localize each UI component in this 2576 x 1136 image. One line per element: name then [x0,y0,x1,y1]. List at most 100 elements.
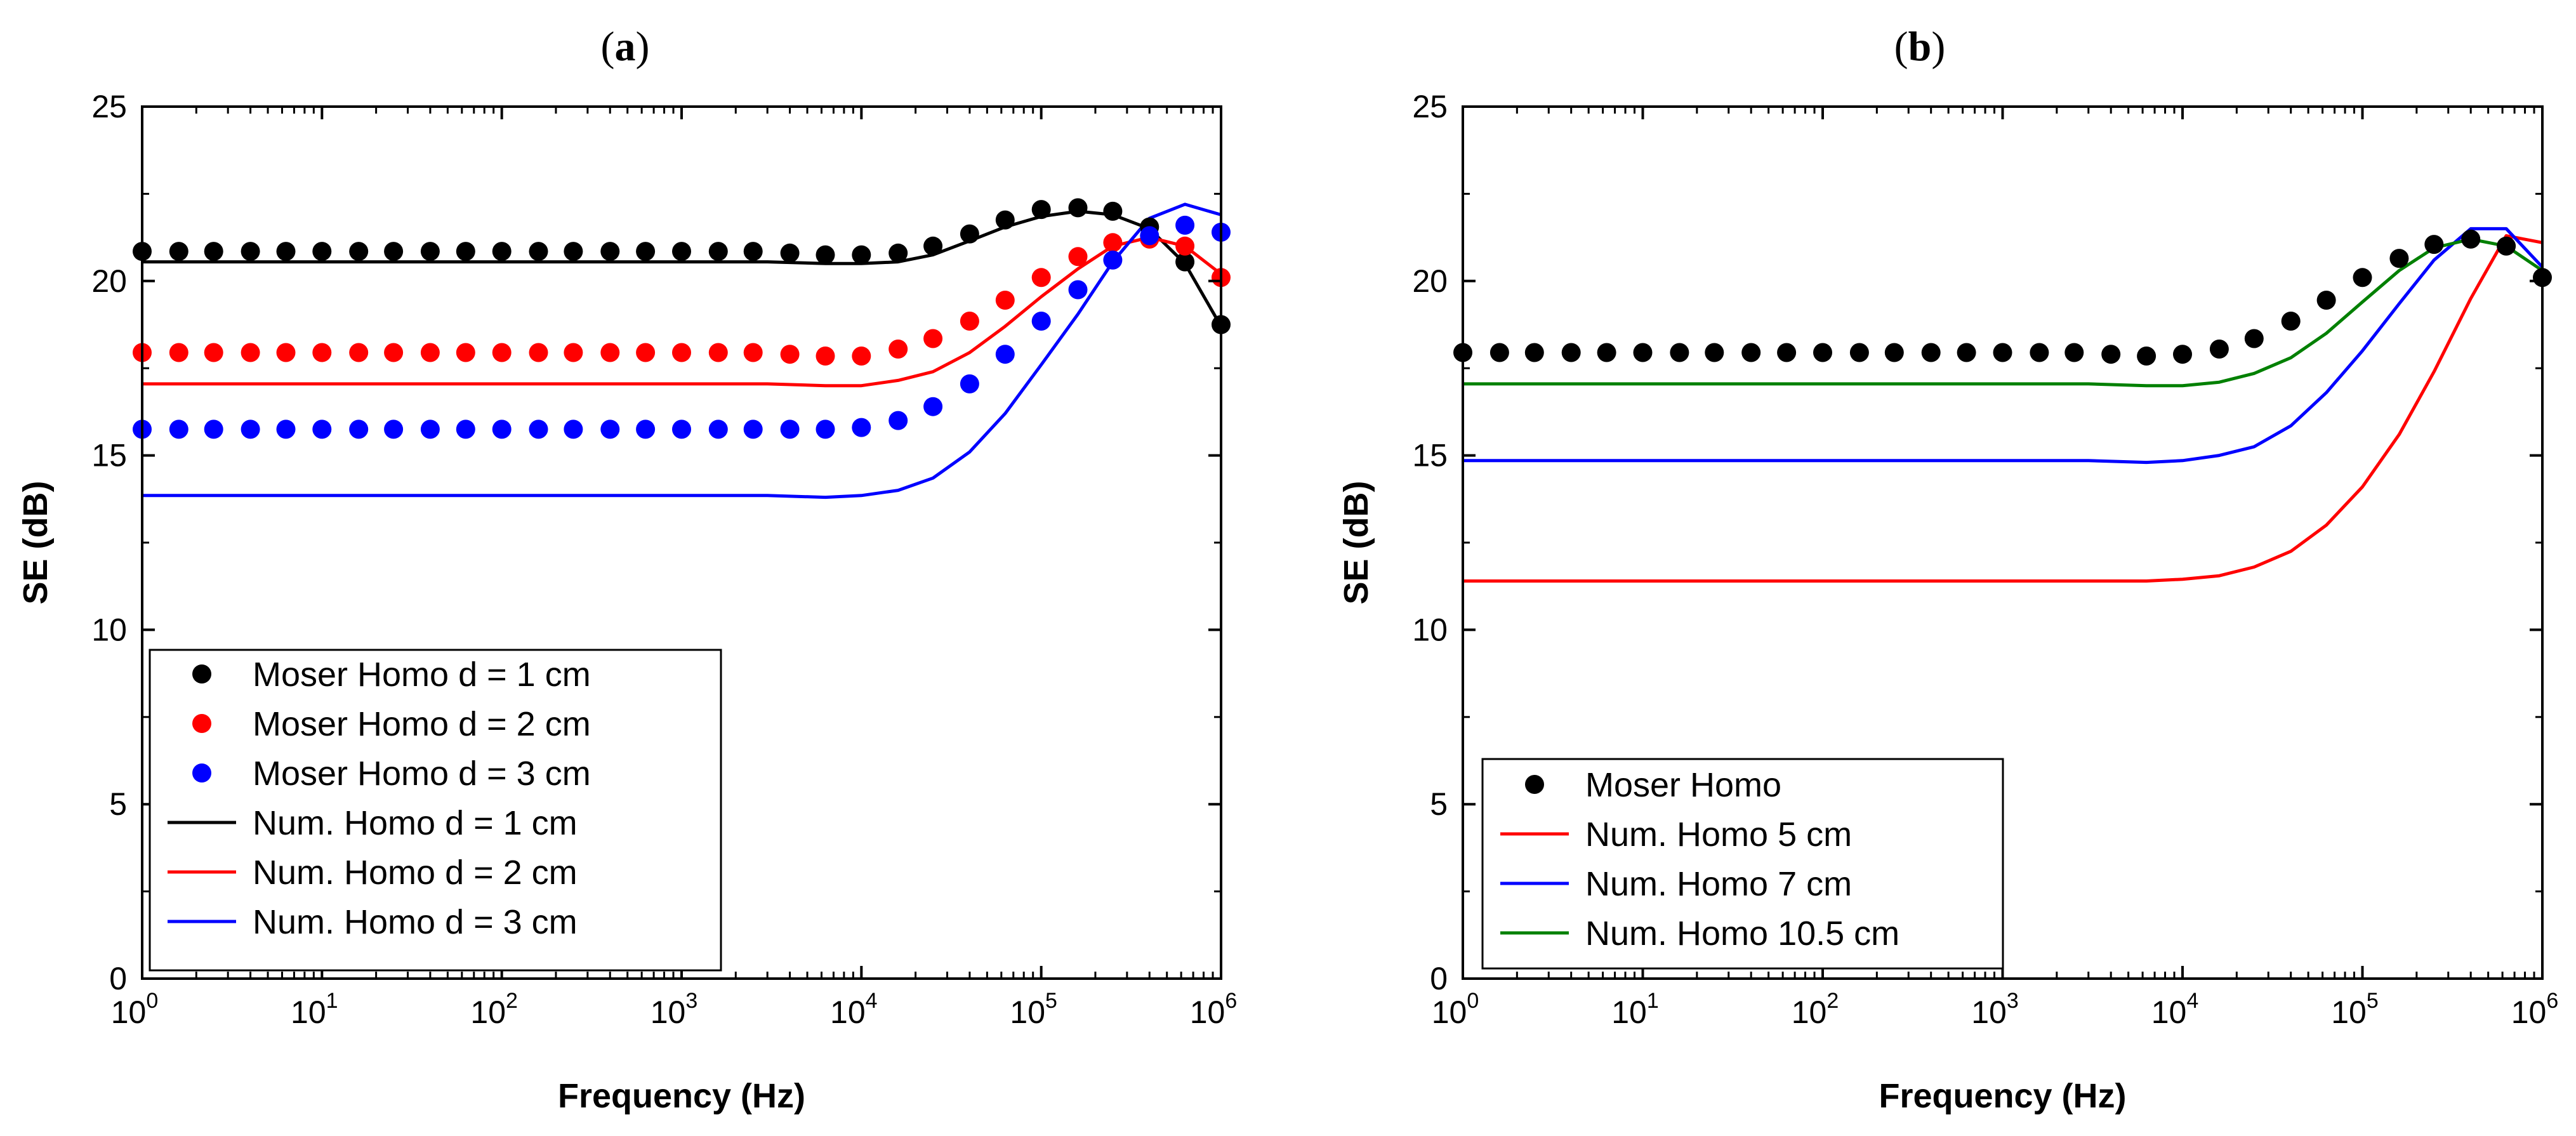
data-point [1031,312,1051,331]
data-point [529,419,548,439]
y-axis-label: SE (dB) [17,481,55,605]
data-point [672,343,691,362]
panel-label: (b) [1894,23,1946,70]
data-point [816,347,835,366]
data-point [816,419,835,439]
data-point [708,419,728,439]
data-point [1993,343,2012,362]
legend-label: Num. Homo d = 3 cm [253,903,578,941]
data-point [1957,343,1976,362]
data-point [2244,329,2264,348]
data-point [600,343,620,362]
y-tick-label: 0 [1430,961,1448,996]
data-point [1103,233,1123,253]
data-point [2389,249,2409,268]
data-point [1068,247,1088,267]
y-tick-label: 0 [109,961,127,996]
data-point [708,242,728,261]
legend-label: Moser Homo d = 1 cm [253,656,591,694]
data-point [420,343,440,362]
data-point [1884,343,1904,362]
x-axis-label: Frequency (Hz) [1879,1077,2126,1115]
data-point [1175,215,1195,235]
series-line [142,209,1223,327]
data-point [1561,343,1581,362]
data-point [2173,345,2192,364]
data-point [349,343,369,362]
data-point [564,419,583,439]
series-line [1463,227,2544,465]
data-point [1777,343,1797,362]
legend-item: Num. Homo 5 cm [1500,816,1852,854]
x-tick-label: 105 [1010,989,1057,1030]
data-point [420,242,440,261]
legend-marker [1525,775,1544,794]
data-point [1633,343,1653,362]
legend-item: Num. Homo d = 1 cm [168,804,578,842]
legend-item: Num. Homo 7 cm [1500,865,1852,903]
data-point [2461,229,2481,249]
data-point [708,343,728,362]
chart-panel-b: (b) 0 5 10 15 20 25 100 101 102 103 104 105 106 Freque… [1337,23,2558,1115]
legend-item: Moser Homo d = 3 cm [192,755,591,793]
legend-label: Moser Homo [1585,766,1781,804]
legend-item: Moser Homo [1525,766,1781,804]
data-point [888,243,908,263]
series-line [1463,234,2543,583]
data-point [2353,268,2372,287]
x-tick-label: 104 [830,989,878,1030]
data-point [1140,226,1159,246]
data-point [1489,343,1509,362]
data-point [2030,343,2049,362]
legend-label: Num. Homo d = 2 cm [253,854,578,892]
data-point [960,224,979,244]
data-point [2101,345,2121,364]
data-point [743,419,763,439]
data-point [276,343,296,362]
data-point [1175,252,1195,272]
data-point [2281,312,2301,331]
data-point [1670,343,1689,362]
data-point [169,242,188,261]
data-point [995,210,1015,230]
legend-marker [192,714,211,733]
data-point [780,243,800,263]
data-point [852,245,871,265]
legend-marker [192,664,211,684]
legend: Moser Homo Num. Homo 5 cm Num. Homo 7 cm Nu… [1481,758,2004,970]
y-tick-label: 20 [1412,263,1448,299]
y-axis-label: SE (dB) [1337,481,1375,605]
data-point [1524,343,1544,362]
data-point [169,343,188,362]
legend-item: Moser Homo d = 1 cm [192,656,591,694]
legend-label: Num. Homo 7 cm [1585,865,1852,903]
series-line [142,235,1222,388]
data-point [564,343,583,362]
data-point [276,419,296,439]
y-tick-label: 25 [91,89,127,124]
data-point [2064,343,2084,362]
data-point [2497,236,2516,256]
data-point [888,411,908,430]
data-point [600,419,620,439]
data-point [995,345,1015,364]
x-tick-label: 106 [1190,989,1238,1030]
y-tick-label: 10 [91,612,127,647]
chart-panel-a: (a) 0 5 10 15 20 25 100 101 102 103 104 105 106 Freque… [17,23,1237,1115]
data-point [420,419,440,439]
data-point [743,343,763,362]
data-point [312,242,332,261]
data-point [636,343,656,362]
x-axis-label: Frequency (Hz) [558,1077,805,1115]
data-point [2316,291,2336,310]
data-point [241,419,260,439]
data-point [564,242,583,261]
data-point [923,329,943,348]
data-point [529,343,548,362]
legend-marker [192,763,211,783]
data-point [492,343,512,362]
data-point [276,242,296,261]
data-point [349,419,369,439]
data-point [1031,268,1051,287]
data-point [241,343,260,362]
